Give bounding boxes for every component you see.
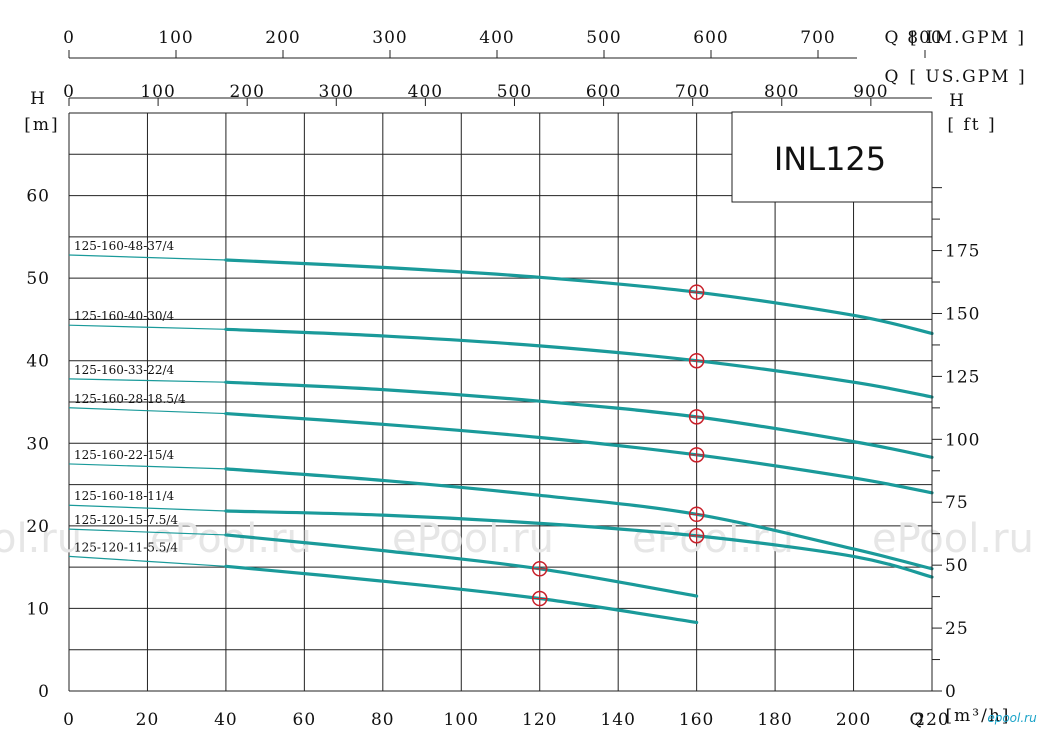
im-gpm-tick-label: 600	[693, 28, 728, 48]
y-tick-label: 50	[26, 269, 50, 289]
x-tick-label: 140	[600, 710, 635, 730]
x-tick-label: 180	[757, 710, 792, 730]
series-line	[224, 509, 934, 579]
series-line	[224, 564, 699, 625]
series-line	[224, 380, 934, 459]
series-line	[224, 411, 934, 495]
y-right-tick-label: 25	[945, 619, 969, 639]
x-tick-label: 220	[914, 710, 949, 730]
series-label: 125-160-48-37/4	[74, 239, 175, 253]
y-tick-label: 20	[26, 517, 50, 537]
y-right-tick-label: 175	[945, 242, 980, 262]
series-line	[224, 533, 699, 598]
chart-title: INL125	[774, 140, 886, 178]
series-label: 125-160-22-15/4	[74, 448, 175, 462]
us-gpm-tick-label: 500	[497, 82, 532, 102]
us-gpm-tick-label: 800	[764, 82, 799, 102]
y-tick-label: 60	[26, 187, 50, 207]
y-right-axis-label: H	[949, 91, 965, 111]
us-gpm-axis-unit: [ US.GPM ]	[909, 67, 1026, 87]
x-tick-label: 80	[371, 710, 395, 730]
x-tick-label: 160	[679, 710, 714, 730]
watermark-text: ePool.ru	[872, 516, 1034, 562]
im-gpm-tick-label: 700	[800, 28, 835, 48]
x-tick-label: 60	[293, 710, 317, 730]
y-tick-label: 40	[26, 352, 50, 372]
im-gpm-axis-label: Q	[885, 28, 900, 48]
series-line-start	[68, 463, 226, 470]
x-tick-label: 40	[214, 710, 238, 730]
us-gpm-tick-label: 700	[675, 82, 710, 102]
y-tick-label: 0	[38, 682, 50, 702]
x-tick-label: 0	[63, 710, 75, 730]
y-right-tick-label: 50	[945, 556, 969, 576]
x-tick-label: 20	[136, 710, 160, 730]
title-box	[731, 111, 933, 203]
us-gpm-tick-label: 200	[229, 82, 264, 102]
x-tick-label: 200	[836, 710, 871, 730]
series-label: 125-160-18-11/4	[74, 489, 175, 503]
series-line-start	[68, 378, 226, 383]
x-axis-label: Q	[910, 710, 925, 730]
im-gpm-tick-label: 0	[63, 28, 75, 48]
y-axis-unit: [m]	[24, 115, 59, 135]
series-line	[224, 467, 934, 571]
im-gpm-tick-label: 800	[907, 28, 942, 48]
im-gpm-tick-label: 400	[479, 28, 514, 48]
y-right-tick-label: 125	[945, 367, 980, 387]
im-gpm-tick-label: 100	[158, 28, 193, 48]
brand-logo: epool.ru	[987, 711, 1037, 725]
x-tick-label: 100	[444, 710, 479, 730]
watermarks: ol.ru ePool.ru ePool.ru ePool.ru ePool.r…	[0, 516, 1034, 562]
us-gpm-tick-label: 100	[140, 82, 175, 102]
series-label: 125-160-40-30/4	[74, 309, 175, 323]
series-line	[224, 258, 934, 336]
y-right-tick-label: 0	[945, 682, 957, 702]
us-gpm-axis-label: Q	[885, 67, 900, 87]
y-right-tick-label: 150	[945, 304, 980, 324]
im-gpm-axis-unit: [ IM.GPM ]	[910, 28, 1026, 48]
y-axis-label: H	[30, 89, 46, 109]
series-line-start	[68, 407, 226, 415]
series-line-start	[68, 555, 226, 567]
im-gpm-tick-label: 500	[586, 28, 621, 48]
y-tick-label: 10	[26, 599, 50, 619]
us-gpm-tick-label: 300	[319, 82, 354, 102]
y-right-axis-unit: [ ft ]	[947, 115, 996, 135]
y-right-tick-label: 100	[945, 430, 980, 450]
series-line-start	[68, 254, 226, 261]
im-gpm-tick-label: 300	[372, 28, 407, 48]
series-line-start	[68, 528, 226, 536]
y-tick-label: 30	[26, 434, 50, 454]
series-label: 125-160-28-18.5/4	[74, 392, 186, 406]
us-gpm-tick-label: 900	[853, 82, 888, 102]
series-label: 125-160-33-22/4	[74, 363, 175, 377]
y-right-tick-label: 75	[945, 493, 969, 513]
curves: 125-160-48-37/4 125-160-40-30/4 125-160-33…	[68, 239, 934, 625]
watermark-text: ePool.ru	[150, 516, 312, 562]
series-label: 125-120-11-5.5/4	[74, 540, 178, 554]
us-gpm-tick-label: 0	[63, 82, 75, 102]
series-line	[224, 327, 934, 399]
series-line-start	[68, 504, 226, 512]
im-gpm-tick-label: 200	[265, 28, 300, 48]
watermark-text: ol.ru	[0, 516, 82, 562]
us-gpm-tick-label: 600	[586, 82, 621, 102]
series-label: 125-120-15-7.5/4	[74, 513, 178, 527]
us-gpm-tick-label: 400	[408, 82, 443, 102]
x-axis-unit: [m³/h]	[946, 706, 1011, 726]
x-tick-label: 120	[522, 710, 557, 730]
series-line-start	[68, 324, 226, 330]
